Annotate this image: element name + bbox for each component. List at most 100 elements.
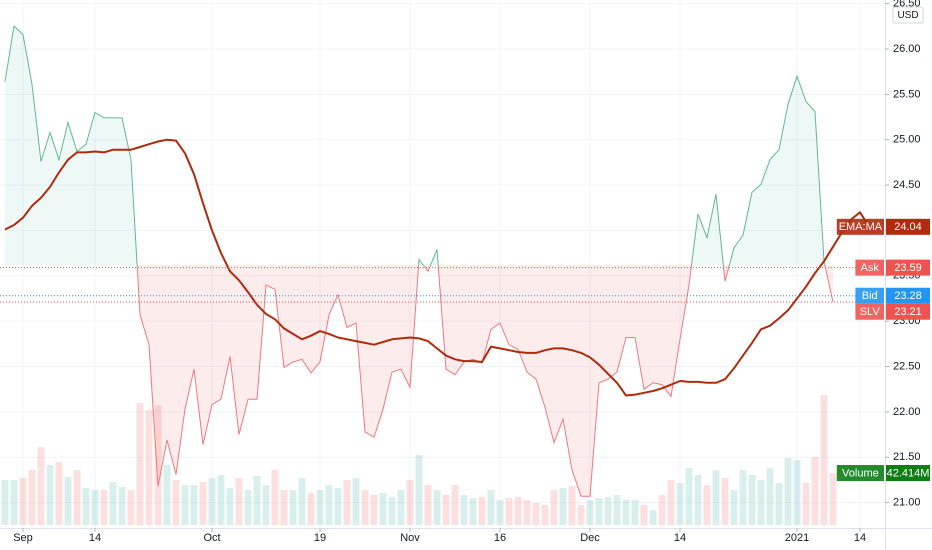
volume-bar xyxy=(217,475,225,525)
volume-bar xyxy=(685,468,693,525)
volume-bar xyxy=(757,480,765,525)
label-value-box xyxy=(886,303,930,320)
volume-bar xyxy=(631,500,639,525)
volume-bar xyxy=(739,469,747,525)
volume-bar xyxy=(640,505,648,525)
volume-bar xyxy=(730,489,738,525)
volume-bar xyxy=(253,475,261,525)
x-tick-label: Nov xyxy=(400,532,420,544)
label-value: 23.21 xyxy=(894,306,922,318)
volume-bar xyxy=(379,493,387,525)
volume-bar xyxy=(541,505,549,525)
y-tick-label: 26.50 xyxy=(893,0,921,10)
y-tick-label: 21.50 xyxy=(893,451,921,463)
price-line-below xyxy=(136,264,834,497)
volume-bar xyxy=(406,480,414,525)
label-name-box xyxy=(836,218,884,235)
volume-bar xyxy=(595,498,603,525)
volume-bar xyxy=(82,487,90,525)
label-name-box xyxy=(855,287,884,304)
volume-bar xyxy=(388,497,396,525)
y-tick-label: 22.00 xyxy=(893,406,921,418)
area-below xyxy=(137,264,833,497)
y-tick-label: 25.50 xyxy=(893,88,921,100)
volume-bar xyxy=(586,500,594,525)
volume-bar xyxy=(505,498,513,525)
volume-bar xyxy=(352,477,360,525)
volume-bar xyxy=(748,475,756,525)
label-value: 23.28 xyxy=(894,290,922,302)
volume-bar xyxy=(811,456,819,525)
x-tick-label: Dec xyxy=(580,532,600,544)
y-tick-label: 25.00 xyxy=(893,134,921,146)
volume-bar xyxy=(271,469,279,525)
volume-bar xyxy=(514,497,522,525)
volume-bar xyxy=(1,480,9,525)
volume-bar xyxy=(802,482,810,525)
volume-bar xyxy=(244,489,252,525)
volume-bar xyxy=(676,482,684,525)
label-name: Volume xyxy=(842,467,879,479)
volume-bar xyxy=(64,476,72,525)
label-value-box xyxy=(886,218,930,235)
volume-bar xyxy=(829,473,837,525)
volume-bar xyxy=(451,485,459,525)
volume-bar xyxy=(361,489,369,525)
volume-bar xyxy=(262,485,270,525)
volume-bar xyxy=(208,477,216,525)
volume-bar xyxy=(523,500,531,525)
volume-bar xyxy=(460,494,468,525)
volume-bar xyxy=(109,481,117,525)
volume-bar xyxy=(613,494,621,525)
price-labels: EMA:MA 24.04 Ask 23.59 Bid 23.28 SLV 23.21 Volum… xyxy=(836,218,930,482)
label-name: Ask xyxy=(861,262,880,274)
volume-bar xyxy=(10,480,18,525)
volume-bar xyxy=(19,477,27,525)
volume-bar xyxy=(667,480,675,525)
volume-bar xyxy=(199,481,207,525)
volume-bar xyxy=(820,395,828,525)
volume-bar xyxy=(658,494,666,525)
label-value: 42.414M xyxy=(887,467,930,479)
y-tick-label: 26.00 xyxy=(893,43,921,55)
x-tick-label: 14 xyxy=(674,532,686,544)
label-value: 24.04 xyxy=(894,221,922,233)
area-above xyxy=(5,26,833,265)
volume-bar xyxy=(298,477,306,525)
label-value-box xyxy=(886,465,930,482)
volume-bar xyxy=(478,497,486,525)
ema-line xyxy=(4,138,870,397)
volume-bar xyxy=(37,447,45,525)
currency: USD xyxy=(897,10,918,21)
label-name: Bid xyxy=(862,290,878,302)
volume-bar xyxy=(496,500,504,525)
volume-bar xyxy=(316,489,324,525)
volume-bar xyxy=(235,477,243,525)
volume-bar xyxy=(424,485,432,525)
volume-bar xyxy=(334,487,342,525)
currency-box xyxy=(892,6,924,24)
volume-bar xyxy=(694,475,702,525)
price-line-above xyxy=(4,25,826,265)
volume-bar xyxy=(307,493,315,525)
volume-bar xyxy=(289,489,297,525)
volume-bar xyxy=(280,489,288,525)
label-name-box xyxy=(855,303,884,320)
volume-bar xyxy=(469,498,477,525)
volume-bar xyxy=(154,405,162,525)
volume-bar xyxy=(433,489,441,525)
volume-bar xyxy=(46,464,54,525)
volume-bar xyxy=(172,480,180,525)
volume-bar xyxy=(127,489,135,525)
volume-bar xyxy=(766,468,774,525)
volume-bar xyxy=(784,457,792,525)
volume-bar xyxy=(577,505,585,525)
volume-bar xyxy=(73,469,81,525)
volume-bar xyxy=(712,469,720,525)
volume-bar xyxy=(343,480,351,525)
volume-bar xyxy=(775,482,783,525)
x-tick-label: 2021 xyxy=(785,532,809,544)
volume-bar xyxy=(226,487,234,525)
